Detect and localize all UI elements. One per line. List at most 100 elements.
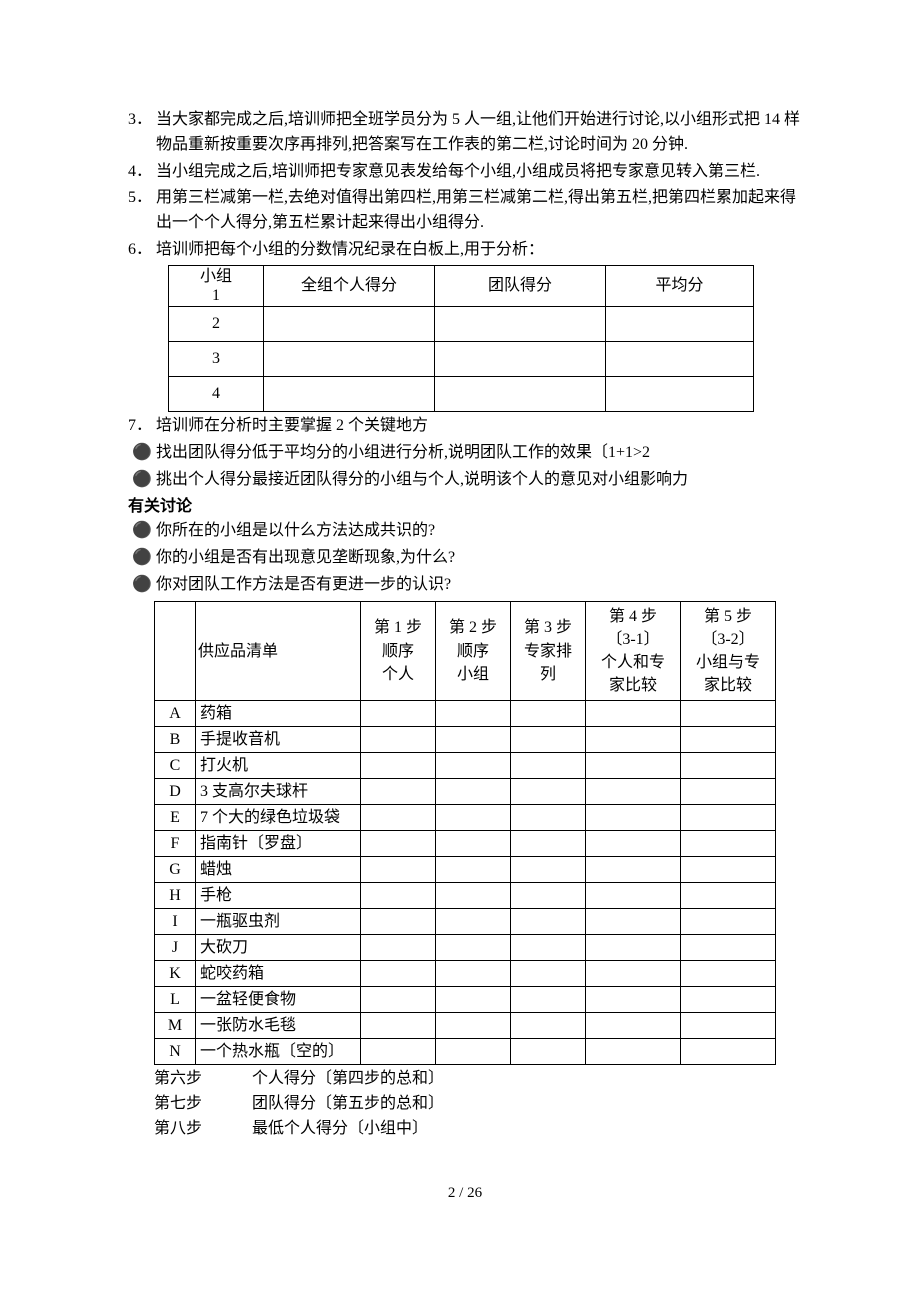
page: 3． 当大家都完成之后,培训师把全班学员分为 5 人一组,让他们开始进行讨论,以… <box>0 0 920 1245</box>
table-cell: 4 <box>169 377 264 412</box>
table-cell-item: 打火机 <box>196 753 361 779</box>
bullet-text: 你的小组是否有出现意见垄断现象,为什么? <box>156 546 802 571</box>
list-item: ⚫ 你的小组是否有出现意见垄断现象,为什么? <box>128 546 802 571</box>
bullet-icon: ⚫ <box>128 546 156 571</box>
numbered-list-part2: 7． 培训师在分析时主要掌握 2 个关键地方 <box>128 414 802 439</box>
header-line1: 小组 <box>200 268 232 285</box>
table-row: G蜡烛 <box>155 857 776 883</box>
table-cell <box>511 1039 586 1065</box>
table-cell <box>511 753 586 779</box>
table-row: 小组 1 全组个人得分 团队得分 平均分 <box>169 265 754 306</box>
bullet-icon: ⚫ <box>128 573 156 598</box>
table-row: 供应品清单 第 1 步顺序个人 第 2 步顺序小组 第 3 步专家排列 第 4 … <box>155 601 776 701</box>
table-cell <box>606 377 754 412</box>
list-item: ⚫ 挑出个人得分最接近团队得分的小组与个人,说明该个人的意见对小组影响力 <box>128 468 802 493</box>
item-text: 用第三栏减第一栏,去绝对值得出第四栏,用第三栏减第二栏,得出第五栏,把第四栏累加… <box>156 186 802 236</box>
table-cell <box>511 701 586 727</box>
table-cell <box>681 935 776 961</box>
table-header: 第 3 步专家排列 <box>511 601 586 701</box>
table-cell <box>511 909 586 935</box>
table-cell-item: 大砍刀 <box>196 935 361 961</box>
table-row: 4 <box>169 377 754 412</box>
table-cell <box>436 779 511 805</box>
bullet-icon: ⚫ <box>128 441 156 466</box>
table-cell-item: 手提收音机 <box>196 727 361 753</box>
list-item: 5． 用第三栏减第一栏,去绝对值得出第四栏,用第三栏减第二栏,得出第五栏,把第四… <box>128 186 802 236</box>
table-cell-item: 一盆轻便食物 <box>196 987 361 1013</box>
table-header: 第 5 步〔3-2〕小组与专家比较 <box>681 601 776 701</box>
table-row: N一个热水瓶〔空的〕 <box>155 1039 776 1065</box>
list-item: ⚫ 你对团队工作方法是否有更进一步的认识? <box>128 573 802 598</box>
table-cell <box>586 935 681 961</box>
table-cell-item: 3 支高尔夫球杆 <box>196 779 361 805</box>
table-row: 2 <box>169 307 754 342</box>
step-text: 最低个人得分〔小组中〕 <box>252 1117 428 1142</box>
item-text: 当小组完成之后,培训师把专家意见表发给每个小组,小组成员将把专家意见转入第三栏. <box>156 160 802 185</box>
table-cell <box>606 342 754 377</box>
table-cell-code: B <box>155 727 196 753</box>
table-row: E7 个大的绿色垃圾袋 <box>155 805 776 831</box>
table-cell <box>511 779 586 805</box>
table-cell-code: I <box>155 909 196 935</box>
item-text: 当大家都完成之后,培训师把全班学员分为 5 人一组,让他们开始进行讨论,以小组形… <box>156 108 802 158</box>
table-cell <box>511 831 586 857</box>
table-cell-item: 一张防水毛毯 <box>196 1013 361 1039</box>
list-item: 6． 培训师把每个小组的分数情况纪录在白板上,用于分析： <box>128 238 802 263</box>
table-cell <box>511 883 586 909</box>
table-cell-item: 手枪 <box>196 883 361 909</box>
table-row: A药箱 <box>155 701 776 727</box>
table-cell <box>361 1013 436 1039</box>
table-cell <box>436 987 511 1013</box>
item-text: 培训师在分析时主要掌握 2 个关键地方 <box>156 414 802 439</box>
table-cell-item: 一瓶驱虫剂 <box>196 909 361 935</box>
table-row: J大砍刀 <box>155 935 776 961</box>
step-text: 团队得分〔第五步的总和〕 <box>252 1092 444 1117</box>
table-header: 全组个人得分 <box>264 265 435 306</box>
table-header: 第 4 步〔3-1〕个人和专家比较 <box>586 601 681 701</box>
table-cell <box>586 961 681 987</box>
table-cell <box>681 857 776 883</box>
table-cell <box>586 727 681 753</box>
table-cell <box>681 753 776 779</box>
table-cell: 3 <box>169 342 264 377</box>
table-cell-item: 蛇咬药箱 <box>196 961 361 987</box>
table-cell <box>361 883 436 909</box>
table-header: 供应品清单 <box>196 601 361 701</box>
table-cell-code: G <box>155 857 196 883</box>
table-cell <box>436 805 511 831</box>
bullet-icon: ⚫ <box>128 519 156 544</box>
table-cell-code: J <box>155 935 196 961</box>
table-cell-item: 蜡烛 <box>196 857 361 883</box>
table-row: H手枪 <box>155 883 776 909</box>
table-cell <box>361 727 436 753</box>
table-cell <box>511 987 586 1013</box>
table-cell <box>586 1013 681 1039</box>
table-cell <box>264 377 435 412</box>
list-item: 3． 当大家都完成之后,培训师把全班学员分为 5 人一组,让他们开始进行讨论,以… <box>128 108 802 158</box>
table-cell <box>586 753 681 779</box>
table-cell-code: A <box>155 701 196 727</box>
table-header: 第 1 步顺序个人 <box>361 601 436 701</box>
item-number: 6． <box>128 238 156 263</box>
table-cell <box>586 883 681 909</box>
table-cell <box>606 307 754 342</box>
table-cell <box>361 701 436 727</box>
step-text: 个人得分〔第四步的总和〕 <box>252 1067 444 1092</box>
table-cell <box>436 961 511 987</box>
table-header <box>155 601 196 701</box>
step-row: 第八步 最低个人得分〔小组中〕 <box>154 1117 802 1142</box>
item-number: 3． <box>128 108 156 158</box>
table-cell-code: E <box>155 805 196 831</box>
table-header: 平均分 <box>606 265 754 306</box>
table-cell <box>586 831 681 857</box>
table-cell <box>436 701 511 727</box>
table-cell <box>681 987 776 1013</box>
table-cell <box>436 857 511 883</box>
table-cell <box>436 831 511 857</box>
table-cell <box>681 805 776 831</box>
table-cell <box>361 831 436 857</box>
table-header: 团队得分 <box>435 265 606 306</box>
bullet-icon: ⚫ <box>128 468 156 493</box>
step-row: 第六步 个人得分〔第四步的总和〕 <box>154 1067 802 1092</box>
table-cell <box>361 857 436 883</box>
